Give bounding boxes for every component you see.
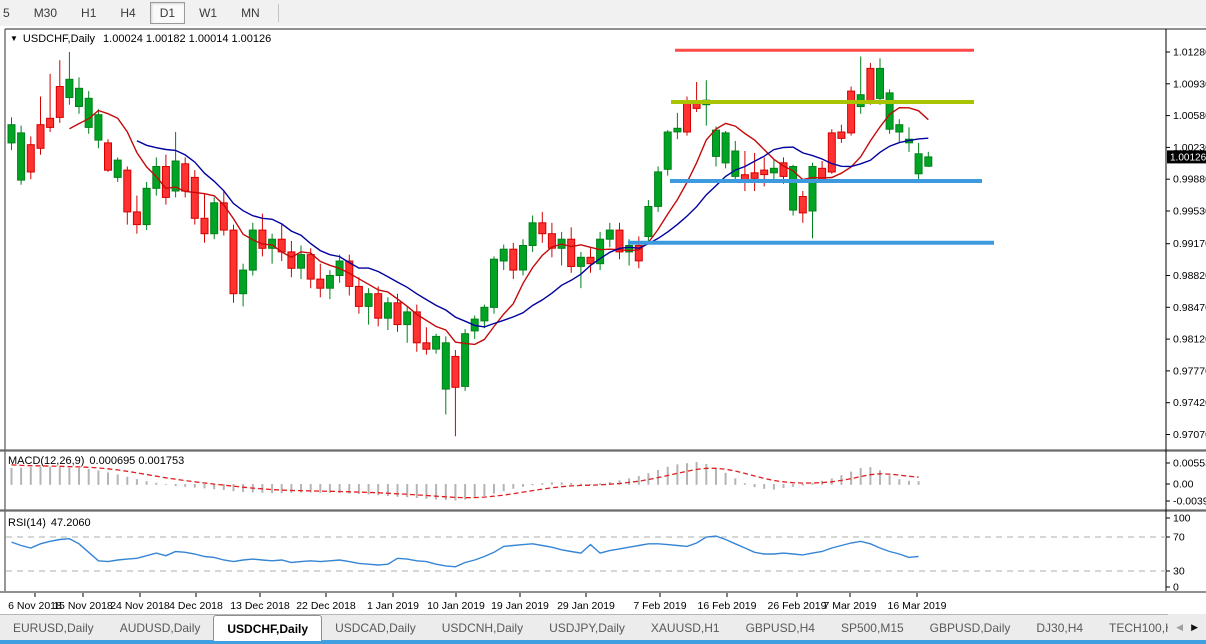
timeframe-button-D1[interactable]: D1 [149,2,186,24]
timeframe-button-H1[interactable]: H1 [81,6,97,20]
svg-text:16 Mar 2019: 16 Mar 2019 [888,600,947,612]
svg-text:29 Jan 2019: 29 Jan 2019 [557,600,615,612]
ma-line-fast [69,106,929,346]
svg-text:100: 100 [1173,513,1191,525]
timeframe-button-W1[interactable]: W1 [199,6,218,20]
price-axis: 1.012801.009301.005801.002300.998800.995… [1166,47,1206,441]
svg-text:26 Feb 2019: 26 Feb 2019 [768,600,827,612]
tab-audusd-daily[interactable]: AUDUSD,Daily [119,621,201,635]
rsi-pane-label: RSI(14) 47.2060 [8,517,91,529]
svg-text:0.97070: 0.97070 [1173,429,1206,441]
tab-gbpusd-daily[interactable]: GBPUSD,Daily [929,621,1011,635]
toolbar-separator [277,4,279,22]
svg-text:70: 70 [1173,532,1185,544]
svg-text:1.00126: 1.00126 [1170,152,1206,163]
svg-text:1 Jan 2019: 1 Jan 2019 [367,600,419,612]
tab-scroll-arrows: ◀ ▶ [1168,614,1206,640]
tab-usdchf-daily[interactable]: USDCHF,Daily [213,615,323,641]
pane-borders [0,28,1206,593]
tab-xauusd-h1[interactable]: XAUUSD,H1 [650,621,720,635]
svg-text:13 Dec 2018: 13 Dec 2018 [230,600,290,612]
tab-dj30-h4[interactable]: DJ30,H4 [1036,621,1084,635]
timeframe-button-H4[interactable]: H4 [120,6,136,20]
timeframe-toolbar: 5 M30 H1 H4 D1 W1 MN [0,0,1206,27]
timeframe-button-M30[interactable]: M30 [33,6,58,20]
tab-tech100-h1[interactable]: TECH100,H1 [1109,621,1181,635]
tab-usdcad-daily[interactable]: USDCAD,Daily [335,621,416,635]
tab-gbpusd-h4[interactable]: GBPUSD,H4 [745,621,815,635]
svg-text:10 Jan 2019: 10 Jan 2019 [427,600,485,612]
svg-text:6 Nov 2018: 6 Nov 2018 [8,600,62,612]
tab-usdcnh-daily[interactable]: USDCNH,Daily [441,621,524,635]
rsi-levels [6,536,1166,572]
chart-dropdown-icon[interactable]: ▼ [10,34,18,43]
rsi-axis: 100 70 30 0 [1166,513,1191,594]
chart-title: ▼ USDCHF,Daily 1.00024 1.00182 1.00014 1.0… [10,33,271,45]
macd-axis: 0.005534 0.00 -0.00393 [1166,458,1206,508]
chart-canvas[interactable]: 1.012801.009301.005801.002300.998800.995… [0,26,1206,614]
level-lines [628,48,994,245]
macd-pane-label: MACD(12,26,9) 0.000695 0.001753 [8,455,184,467]
tab-usdjpy-daily[interactable]: USDJPY,Daily [549,621,625,635]
svg-text:16 Feb 2019: 16 Feb 2019 [698,600,757,612]
macd-indicator-name: MACD(12,26,9) [8,455,85,467]
chart-window[interactable]: 1.012801.009301.005801.002300.998800.995… [0,26,1206,614]
svg-text:7 Feb 2019: 7 Feb 2019 [633,600,686,612]
tab-eurusd-daily[interactable]: EURUSD,Daily [13,621,94,635]
tab-scroll-left-icon[interactable]: ◀ [1176,621,1184,632]
tab-scroll-right-icon[interactable]: ▶ [1191,621,1198,632]
rsi-indicator-name: RSI(14) [8,517,46,529]
timeframe-button-5[interactable]: 5 [3,6,10,20]
symbol-tab-bar: EURUSD,Daily AUDUSD,Daily USDCHF,Daily USDC… [0,614,1206,641]
svg-text:22 Dec 2018: 22 Dec 2018 [296,600,356,612]
svg-text:30: 30 [1173,566,1185,578]
svg-text:24 Nov 2018: 24 Nov 2018 [110,600,170,612]
svg-text:19 Jan 2019: 19 Jan 2019 [491,600,549,612]
chart-ohlc-values: 1.00024 1.00182 1.00014 1.00126 [103,33,272,45]
svg-text:1.00930: 1.00930 [1173,78,1206,90]
svg-text:0.00: 0.00 [1173,479,1194,491]
svg-text:-0.00393: -0.00393 [1173,496,1206,508]
ma-line-slow [136,137,929,328]
svg-text:0: 0 [1173,582,1179,594]
macd-signal-line [11,464,919,499]
svg-text:7 Mar 2019: 7 Mar 2019 [823,600,876,612]
chart-symbol-label: USDCHF,Daily [22,33,96,45]
svg-text:0.005534: 0.005534 [1173,458,1206,470]
rsi-indicator-value: 47.2060 [50,517,91,529]
svg-text:4 Dec 2018: 4 Dec 2018 [169,600,223,612]
svg-text:1.00580: 1.00580 [1173,110,1206,122]
window-bottom-edge [0,640,1206,644]
timeframe-button-MN[interactable]: MN [241,6,260,20]
macd-indicator-values: 0.000695 0.001753 [89,455,185,467]
svg-text:1.01280: 1.01280 [1173,47,1206,59]
svg-text:15 Nov 2018: 15 Nov 2018 [53,600,113,612]
candlesticks [7,52,933,437]
tab-sp500-m15[interactable]: SP500,M15 [840,621,904,635]
rsi-line [11,535,919,568]
